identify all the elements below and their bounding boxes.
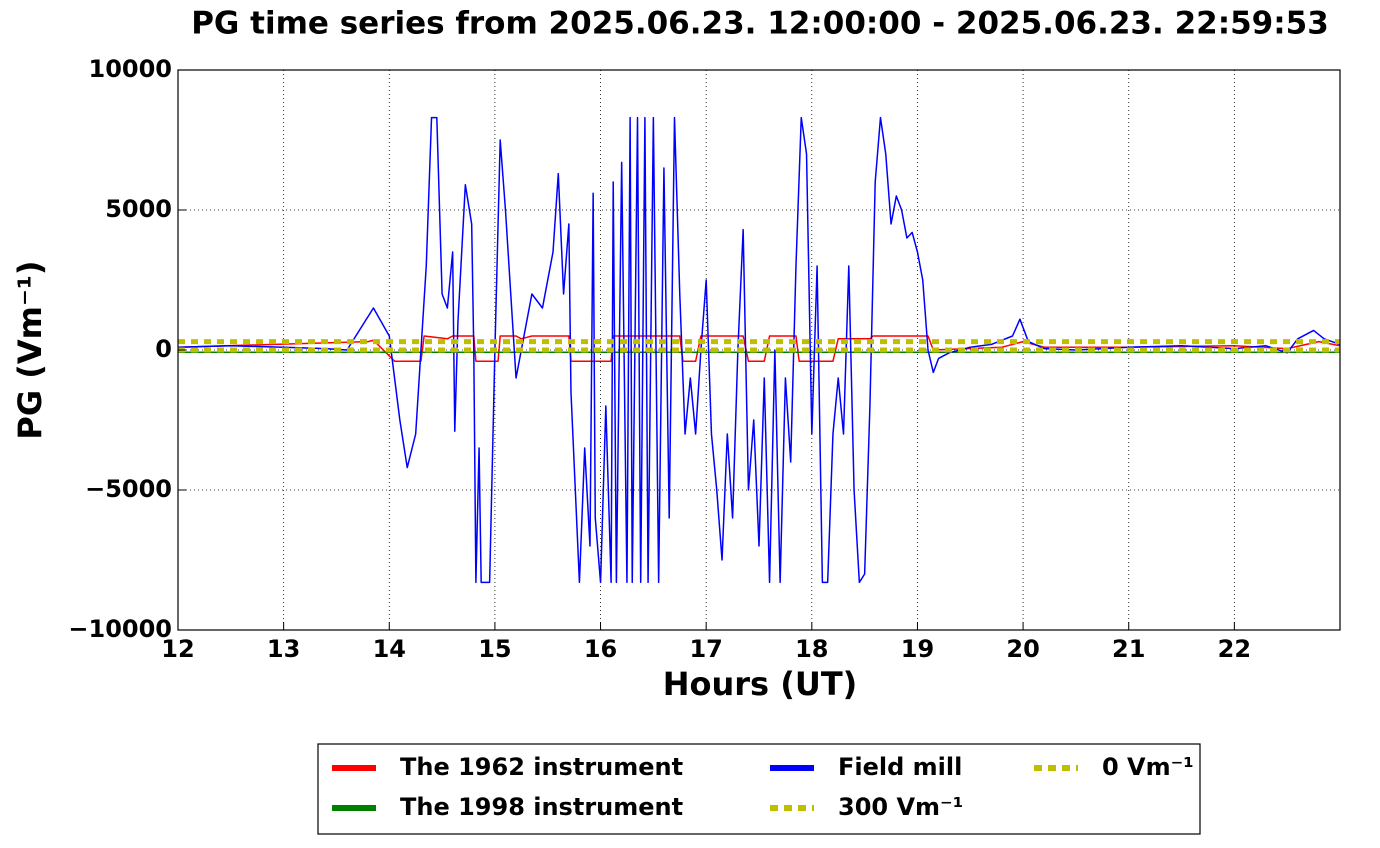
series-line bbox=[178, 335, 1340, 362]
x-tick-label: 21 bbox=[1112, 635, 1145, 663]
x-tick-label: 17 bbox=[689, 635, 722, 663]
x-tick-label: 12 bbox=[161, 635, 194, 663]
legend-label: 300 Vm⁻¹ bbox=[838, 793, 963, 821]
legend-label: The 1962 instrument bbox=[400, 753, 683, 781]
legend-entries: The 1962 instrument The 1998 instrument Fi… bbox=[332, 753, 1194, 821]
x-tick-label: 19 bbox=[901, 635, 934, 663]
legend-label: The 1998 instrument bbox=[400, 793, 683, 821]
legend-label: 0 Vm⁻¹ bbox=[1102, 753, 1194, 781]
plot-area bbox=[178, 116, 1340, 584]
x-tick-label: 20 bbox=[1006, 635, 1039, 663]
x-tick-label: 22 bbox=[1218, 635, 1251, 663]
y-tick-label: −10000 bbox=[68, 615, 172, 643]
ticks: 12 13 14 15 16 17 18 19 20 21 22 −10000 −5000 0 5000 10… bbox=[68, 55, 1251, 663]
y-axis-label: PG (Vm⁻¹) bbox=[11, 260, 49, 439]
x-tick-label: 13 bbox=[267, 635, 300, 663]
x-tick-label: 18 bbox=[795, 635, 828, 663]
y-tick-label: −5000 bbox=[85, 475, 172, 503]
x-tick-label: 16 bbox=[584, 635, 617, 663]
series-line bbox=[178, 116, 1340, 584]
x-tick-label: 14 bbox=[373, 635, 406, 663]
legend bbox=[317, 743, 1201, 835]
y-tick-label: 5000 bbox=[105, 195, 172, 223]
chart-title: PG time series from 2025.06.23. 12:00:00… bbox=[191, 6, 1329, 42]
y-tick-label: 0 bbox=[155, 335, 172, 363]
legend-label: Field mill bbox=[838, 753, 962, 781]
x-axis-label: Hours (UT) bbox=[663, 665, 858, 703]
y-tick-label: 10000 bbox=[89, 55, 173, 83]
x-tick-label: 15 bbox=[478, 635, 511, 663]
